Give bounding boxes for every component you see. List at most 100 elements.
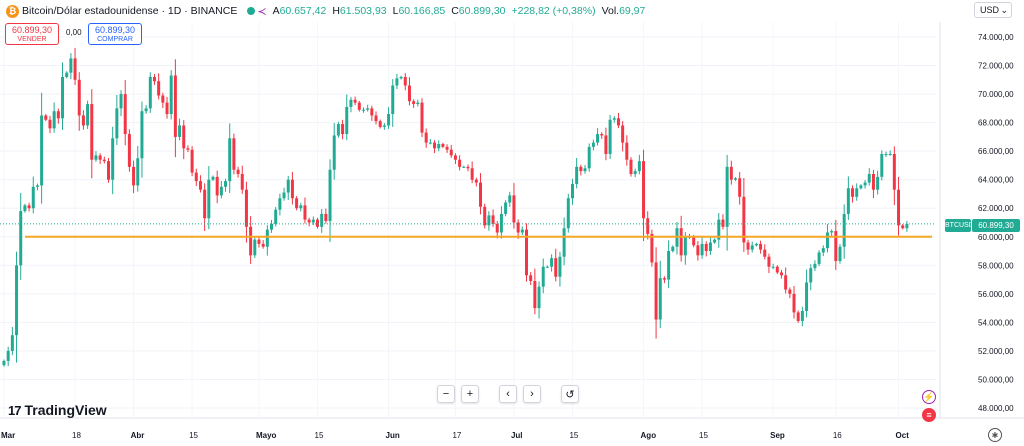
candle bbox=[821, 245, 825, 257]
candle bbox=[633, 168, 637, 178]
candle-body bbox=[612, 118, 616, 120]
tradingview-logo[interactable]: 17 TradingView bbox=[8, 402, 107, 418]
candle bbox=[746, 239, 750, 255]
candle bbox=[562, 217, 566, 266]
candle bbox=[754, 242, 758, 247]
candle bbox=[537, 281, 541, 319]
candle bbox=[508, 191, 512, 207]
candle bbox=[771, 263, 775, 270]
market-status[interactable]: ≺ bbox=[247, 5, 267, 18]
candle bbox=[303, 197, 307, 224]
scroll-left-button[interactable]: ‹ bbox=[499, 385, 517, 403]
open-value: 60.657,42 bbox=[279, 5, 327, 17]
candle-body bbox=[591, 142, 595, 147]
candle bbox=[107, 158, 110, 183]
candle bbox=[190, 146, 194, 177]
gear-icon[interactable]: ✱ bbox=[988, 428, 1002, 442]
scroll-right-button[interactable]: › bbox=[523, 385, 541, 403]
chevron-down-icon: ⌄ bbox=[1000, 4, 1008, 15]
candle bbox=[186, 145, 190, 153]
buy-button[interactable]: 60.899,30 COMPRAR bbox=[88, 23, 142, 45]
candle-body bbox=[295, 198, 299, 209]
candle-body bbox=[203, 189, 207, 219]
candle bbox=[700, 237, 704, 259]
us-flag-icon[interactable]: ≡ bbox=[922, 408, 936, 422]
lightning-icon[interactable]: ⚡ bbox=[922, 390, 936, 404]
candle bbox=[763, 244, 767, 260]
candle-body bbox=[520, 229, 524, 233]
sell-button[interactable]: 60.899,30 VENDER bbox=[5, 23, 59, 45]
time-tick-label: Abr bbox=[131, 431, 145, 440]
candle-body bbox=[387, 114, 391, 126]
time-tick-label: 15 bbox=[315, 431, 324, 440]
candle-body bbox=[683, 236, 687, 256]
candle-body bbox=[98, 155, 102, 160]
candle bbox=[370, 105, 374, 121]
candle bbox=[876, 170, 880, 195]
candle bbox=[654, 247, 658, 339]
candle-body bbox=[207, 179, 211, 219]
candle bbox=[483, 203, 487, 229]
candle bbox=[897, 176, 901, 236]
candle bbox=[123, 80, 127, 146]
candle bbox=[157, 73, 161, 100]
candle-body bbox=[69, 58, 73, 73]
time-axis[interactable]: Mar 18 Abr 15 Mayo 15 Jun 17 Jul 15 Ago 15 Sep 16 Oct bbox=[1, 431, 909, 440]
spread-value: 0,00 bbox=[66, 28, 82, 37]
candle-body bbox=[529, 275, 533, 282]
candle bbox=[81, 110, 85, 130]
candle bbox=[349, 97, 353, 113]
candle-body bbox=[35, 185, 39, 187]
candle bbox=[119, 90, 123, 117]
candle-body bbox=[357, 102, 361, 110]
candle bbox=[345, 94, 349, 141]
candle-body bbox=[491, 215, 495, 224]
candle bbox=[169, 70, 173, 120]
candle bbox=[587, 143, 591, 172]
reset-chart-button[interactable]: ↺ bbox=[561, 385, 579, 403]
candle bbox=[646, 211, 650, 240]
candle bbox=[566, 193, 570, 233]
ohlc-values: A60.657,42 H61.503,93 L60.166,85 C60.899… bbox=[273, 5, 646, 17]
candle bbox=[838, 244, 842, 264]
candle bbox=[629, 157, 633, 177]
candle-body bbox=[800, 310, 804, 321]
candle bbox=[474, 177, 478, 187]
candle bbox=[466, 164, 470, 172]
candle-body bbox=[403, 76, 407, 86]
candle bbox=[859, 184, 863, 190]
candle bbox=[479, 173, 483, 215]
candle-body bbox=[817, 252, 821, 264]
currency-select[interactable]: USD ⌄ bbox=[974, 2, 1012, 18]
candle-body bbox=[65, 72, 69, 77]
candle bbox=[533, 268, 537, 315]
candle-body bbox=[650, 233, 654, 263]
candle-body bbox=[341, 124, 345, 135]
candle-body bbox=[596, 134, 600, 143]
candle-body bbox=[382, 125, 386, 127]
high-label: H bbox=[332, 5, 340, 17]
candle bbox=[249, 216, 253, 264]
candle bbox=[637, 154, 641, 175]
candle bbox=[361, 107, 365, 113]
candle-body bbox=[224, 181, 228, 187]
candle-body bbox=[838, 246, 842, 262]
price-axis[interactable]: 74.000,00 72.000,00 70.000,00 68.000,00 66.0… bbox=[978, 33, 1014, 413]
candle bbox=[48, 115, 52, 134]
zoom-out-button[interactable]: − bbox=[437, 385, 455, 403]
candle bbox=[579, 164, 583, 176]
zoom-in-button[interactable]: + bbox=[461, 385, 479, 403]
candle-body bbox=[846, 188, 850, 214]
candle bbox=[77, 72, 81, 131]
symbol-title[interactable]: Bitcoin/Dólar estadounidense · 1D · BINA… bbox=[22, 5, 238, 17]
candle bbox=[44, 114, 48, 122]
candle bbox=[382, 123, 386, 130]
symbol-tag: BTCUSD bbox=[945, 219, 974, 232]
candle-body bbox=[525, 229, 528, 276]
candle-body bbox=[182, 125, 186, 149]
candle bbox=[2, 359, 6, 367]
candle-body bbox=[533, 281, 537, 309]
candle-body bbox=[717, 219, 721, 240]
candle bbox=[842, 204, 846, 259]
